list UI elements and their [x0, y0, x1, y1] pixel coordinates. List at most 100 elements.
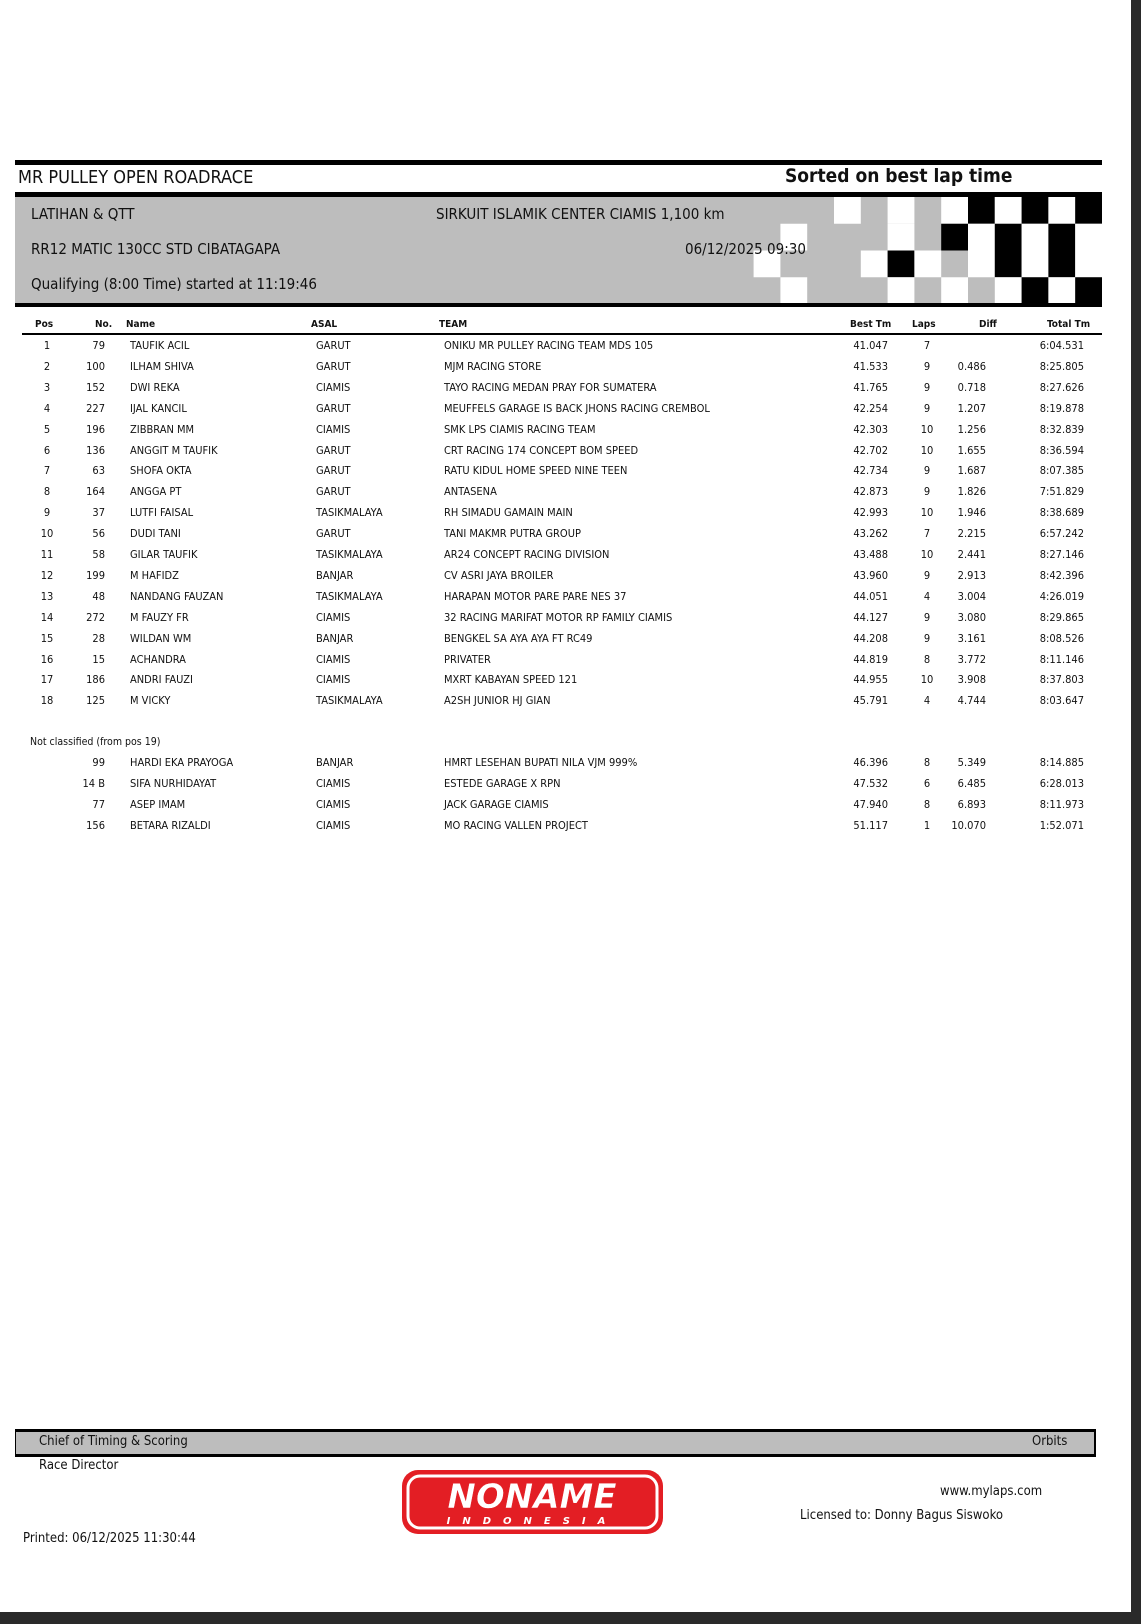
- cell-team: HMRT LESEHAN BUPATI NILA VJM 999%: [444, 756, 638, 769]
- cell-diff: 1.946: [957, 506, 986, 520]
- cell-name: ACHANDRA: [130, 652, 186, 666]
- cell-team: BENGKEL SA AYA AYA FT RC49: [444, 631, 593, 645]
- cell-team: TAYO RACING MEDAN PRAY FOR SUMATERA: [444, 380, 657, 394]
- cell-laps: 6: [923, 776, 931, 790]
- cell-laps: 10: [920, 548, 934, 561]
- cell-total: 8:32.839: [1039, 422, 1084, 436]
- cell-no: 28: [92, 631, 105, 645]
- band-bottom-rule: [15, 303, 1102, 307]
- cell-total: 1:52.071: [1039, 818, 1084, 832]
- checker-cell: [914, 250, 942, 278]
- cell-laps: 4: [923, 589, 931, 603]
- checker-cell: [887, 250, 915, 278]
- header-rule: [22, 333, 1102, 335]
- session-datetime: 06/12/2025 09:30: [685, 240, 806, 258]
- cell-total: 8:03.647: [1039, 694, 1084, 708]
- checker-cell: [941, 277, 968, 304]
- cell-laps: 10: [920, 422, 934, 436]
- cell-name: M FAUZY FR: [130, 610, 189, 624]
- cell-team: RH SIMADU GAMAIN MAIN: [444, 506, 573, 520]
- checker-cell: [1048, 250, 1076, 278]
- website[interactable]: www.mylaps.com: [940, 1484, 1043, 1499]
- cell-diff: 1.207: [957, 401, 986, 415]
- cell-asal: BANJAR: [316, 631, 354, 645]
- cell-no: 227: [86, 401, 105, 415]
- cell-asal: GARUT: [316, 464, 351, 478]
- cell-name: SIFA NURHIDAYAT: [130, 776, 217, 790]
- cell-no: 272: [86, 610, 105, 624]
- cell-best: 42.734: [853, 464, 888, 478]
- cell-pos: 9: [43, 506, 51, 520]
- table-row: 14 272 M FAUZY FR CIAMIS 32 RACING MARIFAT M…: [0, 611, 1141, 631]
- checker-cell: [941, 197, 968, 224]
- cell-laps: 10: [920, 673, 934, 687]
- table-row: 156 BETARA RIZALDI CIAMIS MO RACING VALLEN …: [0, 819, 1141, 839]
- table-row: 11 58 GILAR TAUFIK TASIKMALAYA AR24 CONCEPT …: [0, 548, 1141, 568]
- cell-asal: GARUT: [316, 401, 351, 415]
- cell-name: M VICKY: [130, 694, 171, 708]
- band-top-rule: [15, 192, 1102, 197]
- cell-asal: CIAMIS: [316, 610, 351, 624]
- cell-name: BETARA RIZALDI: [130, 818, 211, 832]
- cell-pos: 12: [40, 568, 54, 582]
- checker-cell: [1048, 223, 1076, 251]
- cell-laps: 8: [923, 797, 931, 811]
- chief-timing: Chief of Timing & Scoring: [39, 1434, 188, 1449]
- checker-cell: [968, 197, 995, 224]
- cell-best: 43.960: [853, 568, 888, 582]
- cell-laps: 9: [923, 631, 931, 645]
- cell-best: 43.488: [853, 548, 888, 561]
- checker-cell: [887, 223, 915, 251]
- cell-best: 44.955: [853, 673, 888, 687]
- cell-laps: 9: [923, 485, 931, 499]
- cell-pos: 17: [40, 673, 54, 687]
- table-row: 99 HARDI EKA PRAYOGA BANJAR HMRT LESEHAN BU…: [0, 756, 1141, 776]
- cell-name: ANGGIT M TAUFIK: [130, 443, 218, 457]
- cell-no: 152: [86, 380, 105, 394]
- cell-team: MXRT KABAYAN SPEED 121: [444, 673, 578, 687]
- cell-name: ANDRI FAUZI: [130, 673, 193, 687]
- cell-diff: 1.687: [957, 464, 986, 478]
- cell-total: 8:27.626: [1039, 380, 1084, 394]
- session-info: Qualifying (8:00 Time) started at 11:19:…: [31, 275, 317, 293]
- cell-best: 42.993: [853, 506, 888, 520]
- cell-no: 136: [86, 443, 105, 457]
- cell-best: 41.533: [853, 359, 888, 373]
- table-row: 4 227 IJAL KANCIL GARUT MEUFFELS GARAGE IS B…: [0, 402, 1141, 422]
- table-row: 5 196 ZIBBRAN MM CIAMIS SMK LPS CIAMIS RACIN…: [0, 423, 1141, 443]
- cell-total: 8:36.594: [1039, 443, 1084, 457]
- cell-no: 156: [86, 818, 105, 832]
- cell-no: 79: [92, 339, 105, 352]
- table-row: 7 63 SHOFA OKTA GARUT RATU KIDUL HOME SPEED …: [0, 464, 1141, 484]
- footer-band: [15, 1429, 1096, 1457]
- cell-pos: 3: [43, 380, 51, 394]
- cell-team: MEUFFELS GARAGE IS BACK JHONS RACING CRE…: [444, 401, 710, 415]
- race-director: Race Director: [39, 1458, 119, 1473]
- cell-no: 199: [86, 568, 105, 582]
- cell-best: 44.208: [853, 631, 888, 645]
- cell-best: 47.940: [853, 797, 888, 811]
- cell-laps: 9: [923, 464, 931, 478]
- cell-asal: TASIKMALAYA: [316, 506, 383, 520]
- col-team: TEAM: [439, 319, 468, 330]
- cell-name: NANDANG FAUZAN: [130, 589, 224, 603]
- cell-no: 63: [92, 464, 105, 478]
- table-row: 2 100 ILHAM SHIVA GARUT MJM RACING STORE 41.5…: [0, 360, 1141, 380]
- cell-asal: CIAMIS: [316, 422, 351, 436]
- cell-diff: 3.161: [957, 631, 986, 645]
- orbits-label: Orbits: [1032, 1434, 1068, 1449]
- cell-best: 43.262: [853, 527, 888, 541]
- cell-name: ASEP IMAM: [130, 797, 186, 811]
- cell-diff: 6.485: [957, 776, 986, 790]
- checker-cell: [860, 250, 888, 278]
- table-row: 14 B SIFA NURHIDAYAT CIAMIS ESTEDE GARAGE X…: [0, 777, 1141, 797]
- cell-asal: TASIKMALAYA: [316, 548, 383, 561]
- cell-asal: BANJAR: [316, 568, 354, 582]
- cell-best: 44.127: [853, 610, 888, 624]
- cell-best: 42.254: [853, 401, 888, 415]
- cell-pos: 13: [40, 589, 54, 603]
- cell-asal: GARUT: [316, 443, 351, 457]
- checker-cell: [780, 223, 808, 251]
- cell-no: 56: [92, 527, 105, 541]
- cell-team: MO RACING VALLEN PROJECT: [444, 818, 588, 832]
